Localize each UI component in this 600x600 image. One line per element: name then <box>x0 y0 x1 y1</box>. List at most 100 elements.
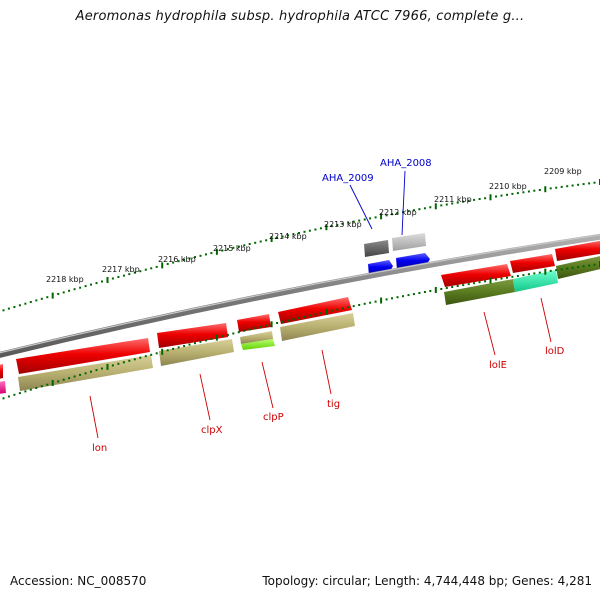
gene-label-clpp[interactable]: clpP <box>263 412 284 423</box>
ruler-minor-tick <box>511 192 514 195</box>
ruler-minor-tick <box>90 283 92 286</box>
feature-tig-cds[interactable] <box>278 297 352 324</box>
ruler-tick-labels: 2209 kbp 2210 kbp 2211 kbp 2212 kbp 2213… <box>46 167 582 284</box>
feature-clpx-cog[interactable] <box>159 339 234 366</box>
ruler-minor-tick <box>194 342 196 345</box>
ruler-minor-tick <box>347 221 350 224</box>
ruler-minor-tick <box>560 185 563 188</box>
ruler-minor-tick <box>412 293 415 296</box>
ruler-minor-tick <box>133 271 136 274</box>
ruler-major-tick <box>215 334 218 341</box>
ruler-minor-tick <box>35 387 38 389</box>
ruler-minor-tick <box>495 278 497 281</box>
ruler-minor-tick <box>451 202 454 205</box>
feature-lole-cog[interactable] <box>444 279 515 305</box>
ruler-minor-tick <box>511 275 514 278</box>
feature-clpp-cog-top[interactable] <box>240 331 273 344</box>
leader-aha2009 <box>349 184 373 230</box>
ruler-minor-tick <box>7 307 10 310</box>
ruler-minor-tick <box>467 283 470 286</box>
ruler-minor-tick <box>336 224 339 226</box>
ruler-minor-tick <box>527 190 530 193</box>
feature-lold-cog[interactable] <box>513 270 558 292</box>
feature-pink-cog[interactable] <box>0 381 6 394</box>
ruler-minor-tick <box>593 181 596 184</box>
feature-right-cds[interactable] <box>555 240 600 261</box>
ruler-minor-tick <box>46 383 49 386</box>
ruler-minor-tick <box>122 361 125 364</box>
ruler-minor-tick <box>538 189 541 191</box>
ruler-minor-tick <box>445 287 448 289</box>
ruler-minor-tick <box>35 299 38 302</box>
ruler-minor-tick <box>484 197 487 200</box>
ruler-minor-tick <box>560 268 563 271</box>
ruler-minor-tick <box>347 306 350 309</box>
ruler-minor-tick <box>374 216 377 219</box>
ruler-minor-tick <box>385 298 388 301</box>
gene-label-tig[interactable]: tig <box>327 399 340 410</box>
ruler-major-tick <box>270 236 273 242</box>
ruler-minor-tick <box>281 235 284 238</box>
ruler-minor-tick <box>205 253 207 256</box>
ruler-minor-tick <box>467 199 470 202</box>
ruler-minor-tick <box>412 209 415 212</box>
feature-tig-cog[interactable] <box>280 313 355 341</box>
ruler-minor-tick <box>144 355 147 358</box>
ruler-major-tick <box>325 224 328 231</box>
ruler-major-tick <box>434 287 437 293</box>
ruler-minor-tick <box>265 239 268 242</box>
feature-aha2009-cds[interactable] <box>364 240 389 257</box>
ruler-tick-label: 2213 kbp <box>324 220 362 229</box>
ruler-minor-tick <box>24 390 27 393</box>
feature-lon-cds[interactable] <box>16 338 150 374</box>
gene-label-lold[interactable]: lolD <box>545 346 565 357</box>
ruler-minor-tick <box>473 282 476 285</box>
ruler-minor-tick <box>84 372 87 375</box>
ruler-minor-tick <box>172 261 175 264</box>
leader-aha2008 <box>401 170 406 236</box>
ruler-minor-tick <box>40 297 43 300</box>
feature-lole-cds[interactable] <box>441 264 511 287</box>
genome-backbone <box>0 233 600 358</box>
feature-clpx-cds[interactable] <box>157 323 228 348</box>
ruler-major-tick <box>489 194 492 201</box>
ruler-minor-tick <box>248 328 251 331</box>
feature-partial-left-cds[interactable] <box>0 364 3 379</box>
ruler-minor-tick <box>500 277 503 280</box>
ruler-minor-tick <box>330 225 333 228</box>
ruler-minor-tick <box>18 392 21 395</box>
ruler-minor-tick <box>117 362 120 365</box>
ruler-minor-tick <box>374 300 377 303</box>
ruler-major-tick <box>215 248 218 255</box>
ruler-minor-tick <box>571 184 574 187</box>
ruler-minor-tick <box>456 285 459 287</box>
ruler-minor-tick <box>462 284 465 287</box>
ruler-minor-tick <box>396 296 399 299</box>
ruler-minor-tick <box>418 208 421 211</box>
gene-label-aha2008[interactable]: AHA_2008 <box>380 158 432 169</box>
ruler-major-tick <box>106 363 109 370</box>
ruler-major-tick <box>325 308 328 315</box>
feature-clpp-cds[interactable] <box>237 314 271 332</box>
gene-label-lon[interactable]: lon <box>92 443 107 454</box>
ruler-minor-tick <box>506 276 508 279</box>
gene-label-clpx[interactable]: clpX <box>201 425 223 436</box>
gene-label-lole[interactable]: lolE <box>489 360 507 371</box>
feature-clpp-cog-bottom[interactable] <box>241 339 275 350</box>
ruler-minor-tick <box>166 349 169 352</box>
ruler-minor-tick <box>369 301 372 304</box>
leader-lold <box>540 297 552 343</box>
feature-aha2008-cds[interactable] <box>392 233 426 251</box>
ruler-minor-tick <box>276 322 279 324</box>
ruler-minor-tick <box>314 313 317 316</box>
gene-label-aha2009[interactable]: AHA_2009 <box>322 173 374 184</box>
ruler-minor-tick <box>451 286 454 288</box>
leader-clpp <box>261 361 274 409</box>
ruler-minor-tick <box>226 248 229 251</box>
ruler-minor-tick <box>199 340 202 343</box>
forward-cds-track <box>0 240 600 379</box>
feature-lold-cds[interactable] <box>510 254 555 273</box>
ruler-minor-tick <box>226 333 229 336</box>
